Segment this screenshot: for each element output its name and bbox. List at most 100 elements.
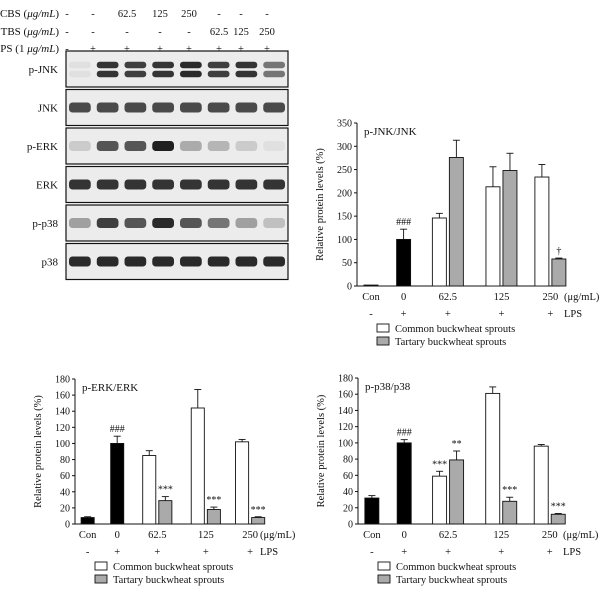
blot-band bbox=[96, 179, 119, 190]
bar bbox=[80, 517, 95, 525]
chart-title: p-JNK/JNK bbox=[364, 126, 417, 138]
bar bbox=[110, 442, 125, 525]
treatment-value: 125 bbox=[152, 9, 168, 20]
legend-label: Tartary buckwheat sprouts bbox=[396, 575, 507, 586]
blot-band bbox=[263, 140, 285, 152]
y-tick-label: 160 bbox=[338, 390, 353, 401]
bar-chart-p-jnk-jnk: p-JNK/JNK 0 50 100 150 200 250 300 350 Relative p… bbox=[315, 119, 600, 349]
x-tick-label: 125 bbox=[494, 292, 510, 303]
lps-sign: + bbox=[154, 547, 160, 558]
bar bbox=[448, 157, 464, 287]
bar bbox=[551, 258, 567, 287]
treatment-value: + bbox=[264, 44, 270, 55]
legend-swatch bbox=[377, 561, 391, 571]
blot-band bbox=[207, 70, 230, 78]
x-tick-label: 62.5 bbox=[148, 530, 166, 541]
bar bbox=[364, 497, 380, 525]
y-tick-label: 20 bbox=[60, 503, 70, 514]
legend-swatch bbox=[94, 561, 108, 571]
y-tick-label: 0 bbox=[65, 520, 70, 531]
x-tick-label: 0 bbox=[115, 530, 120, 541]
blot-band bbox=[152, 140, 174, 152]
blot-band bbox=[69, 61, 91, 69]
lps-sign: + bbox=[547, 309, 553, 320]
blot-band bbox=[207, 102, 230, 113]
significance-marker: ### bbox=[397, 428, 412, 439]
blot-band bbox=[152, 256, 174, 267]
blot-band bbox=[152, 61, 174, 69]
x-tick-label: 62.5 bbox=[439, 530, 457, 541]
lps-sign: - bbox=[370, 547, 374, 558]
significance-marker: ### bbox=[396, 217, 411, 228]
blot-band bbox=[180, 256, 202, 267]
blot-label: p-JNK bbox=[29, 64, 58, 76]
blot-band bbox=[180, 217, 202, 229]
significance-marker: ** bbox=[452, 439, 462, 450]
blot-band bbox=[124, 61, 147, 69]
bar bbox=[431, 217, 447, 287]
legend-swatch bbox=[376, 336, 390, 346]
x-tick-label: 62.5 bbox=[439, 292, 457, 303]
y-axis-label: Relative protein levels (%) bbox=[33, 395, 44, 508]
y-tick-label: 300 bbox=[337, 142, 352, 153]
y-tick-label: 0 bbox=[348, 520, 353, 531]
blot-band bbox=[235, 256, 258, 267]
y-tick-label: 100 bbox=[338, 438, 353, 449]
blot-band bbox=[263, 70, 285, 78]
bar bbox=[158, 500, 173, 525]
blot-band bbox=[180, 61, 202, 69]
bar bbox=[363, 284, 379, 287]
blot-band bbox=[69, 70, 91, 78]
blot-band bbox=[263, 102, 285, 113]
treatment-value: - bbox=[91, 27, 95, 38]
treatment-value: 62.5 bbox=[118, 9, 136, 20]
y-tick-label: 20 bbox=[343, 503, 353, 514]
blot-band bbox=[124, 102, 147, 113]
legend-label: Common buckwheat sprouts bbox=[395, 324, 515, 335]
bar bbox=[396, 442, 412, 525]
blot-band bbox=[152, 102, 174, 113]
lps-sign: - bbox=[369, 309, 373, 320]
blot-band bbox=[207, 61, 230, 69]
treatment-value: - bbox=[239, 9, 243, 20]
bar bbox=[235, 441, 250, 525]
significance-marker: *** bbox=[432, 459, 447, 470]
lps-sign: + bbox=[401, 309, 407, 320]
lps-label: LPS bbox=[564, 309, 582, 320]
y-tick-label: 140 bbox=[338, 406, 353, 417]
treatment-value: 250 bbox=[259, 27, 275, 38]
x-unit-label: (μg/mL) bbox=[563, 530, 599, 541]
y-tick-label: 140 bbox=[55, 407, 70, 418]
bar bbox=[533, 445, 549, 525]
blot-band bbox=[69, 179, 91, 190]
treatment-value: - bbox=[265, 9, 269, 20]
blot-band bbox=[124, 70, 147, 78]
blot-band bbox=[263, 61, 285, 69]
blot-band bbox=[69, 256, 91, 267]
blot-label: JNK bbox=[38, 103, 58, 115]
treatment-value: + bbox=[216, 44, 222, 55]
bar bbox=[190, 407, 205, 525]
treatment-value: - bbox=[125, 27, 129, 38]
y-tick-label: 100 bbox=[55, 439, 70, 450]
western-blot-panel: CBS (μg/mL) - -62.5 125 250- - -TBS (μg/mL) - - -… bbox=[0, 8, 289, 281]
blot-band bbox=[152, 70, 174, 78]
treatment-value: - bbox=[187, 27, 191, 38]
blot-band bbox=[124, 140, 147, 152]
x-tick-label: 0 bbox=[402, 530, 407, 541]
lps-sign: + bbox=[547, 547, 553, 558]
legend-swatch bbox=[377, 574, 391, 584]
blot-band bbox=[235, 70, 258, 78]
bar bbox=[396, 238, 412, 287]
x-tick-label: 250 bbox=[542, 530, 558, 541]
treatment-row-label: CBS (μg/mL) bbox=[0, 8, 59, 20]
y-tick-label: 150 bbox=[337, 212, 352, 223]
blot-band bbox=[96, 256, 119, 267]
chart-title: p-ERK/ERK bbox=[82, 382, 138, 394]
x-tick-label: Con bbox=[79, 530, 97, 541]
treatment-value: - bbox=[158, 27, 162, 38]
blot-band bbox=[263, 217, 285, 229]
bar bbox=[206, 509, 221, 525]
